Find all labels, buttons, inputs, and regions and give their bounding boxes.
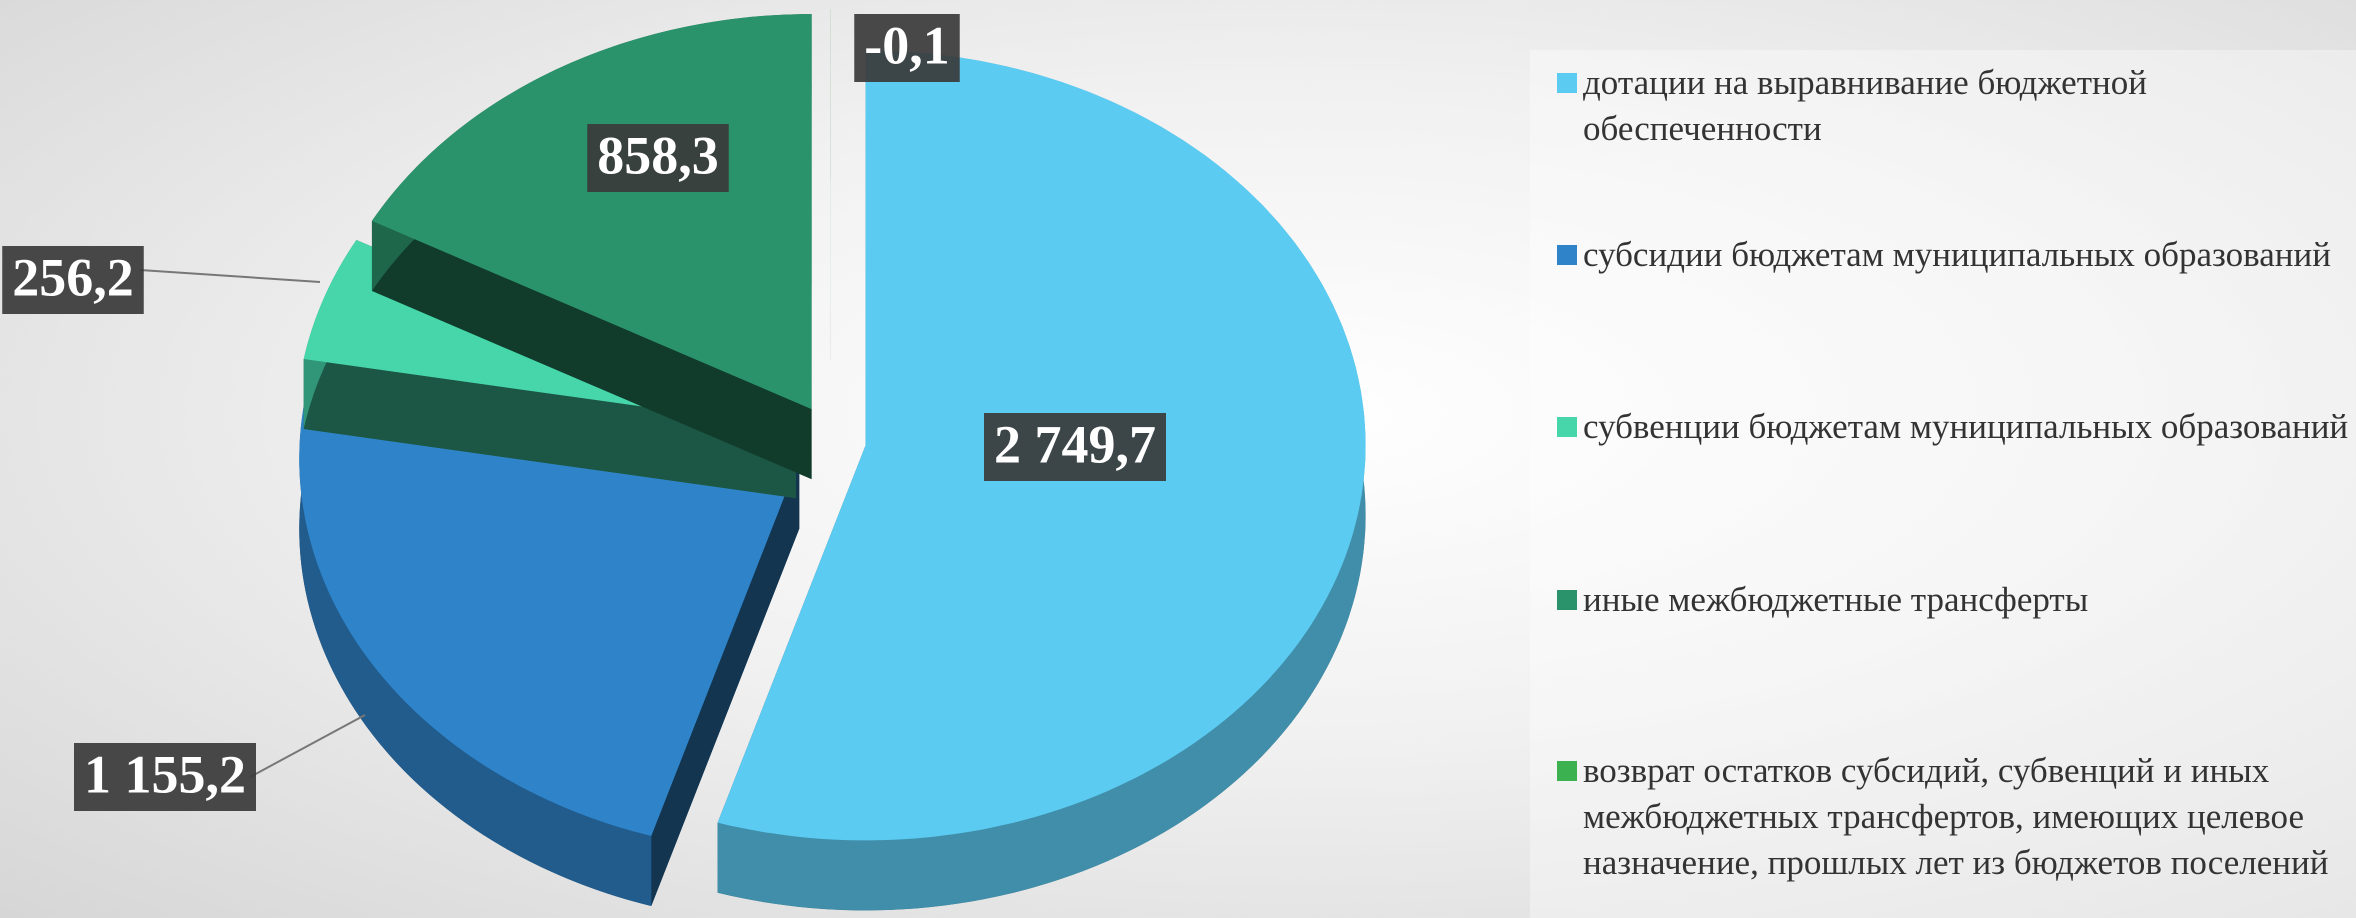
legend-label: возврат остатков субсидий, субвенций и и… bbox=[1583, 751, 2329, 882]
value-label: 1 155,2 bbox=[84, 744, 246, 804]
value-label-box bbox=[74, 743, 256, 811]
legend-item: субвенции бюджетам муниципальных образов… bbox=[1545, 404, 2356, 450]
legend-label: дотации на выравнивание бюджетной обеспе… bbox=[1583, 63, 2147, 148]
value-label-box bbox=[2, 246, 144, 314]
slice bbox=[717, 50, 1366, 911]
legend-swatch bbox=[1557, 761, 1577, 781]
slice-top bbox=[371, 14, 812, 410]
legend: дотации на выравнивание бюджетной обеспе… bbox=[1530, 50, 2356, 918]
slice-edge bbox=[303, 359, 797, 499]
slice bbox=[299, 389, 800, 907]
value-label: 858,3 bbox=[597, 125, 719, 185]
legend-label: субвенции бюджетам муниципальных образов… bbox=[1583, 407, 2349, 446]
legend-label: субсидии бюджетам муниципальных образова… bbox=[1583, 235, 2331, 274]
leader-line bbox=[249, 714, 366, 778]
value-label: -0,1 bbox=[864, 15, 949, 75]
legend-label: иные межбюджетные трансферты bbox=[1583, 580, 2089, 619]
legend-swatch bbox=[1557, 73, 1577, 93]
legend-item: иные межбюджетные трансферты bbox=[1545, 577, 2356, 623]
value-label: 256,2 bbox=[12, 247, 134, 307]
legend-item: возврат остатков субсидий, субвенций и и… bbox=[1545, 748, 2356, 886]
value-label-box bbox=[984, 413, 1166, 481]
legend-swatch bbox=[1557, 417, 1577, 437]
slice-top bbox=[299, 389, 800, 837]
value-label-box bbox=[587, 124, 729, 192]
legend-item: субсидии бюджетам муниципальных образова… bbox=[1545, 232, 2356, 278]
legend-item: дотации на выравнивание бюджетной обеспе… bbox=[1545, 60, 2356, 152]
chart: 2 749,7 1 155,2 256,2 858,3 -0,1 bbox=[2, 8, 1366, 911]
slice-edge bbox=[651, 458, 800, 907]
value-label: 2 749,7 bbox=[994, 414, 1156, 474]
value-label-box bbox=[854, 14, 960, 82]
slice-edge bbox=[371, 220, 812, 480]
legend-swatch bbox=[1557, 245, 1577, 265]
leader-line bbox=[139, 269, 321, 283]
legend-swatch bbox=[1557, 590, 1577, 610]
slice-wall bbox=[299, 389, 652, 907]
